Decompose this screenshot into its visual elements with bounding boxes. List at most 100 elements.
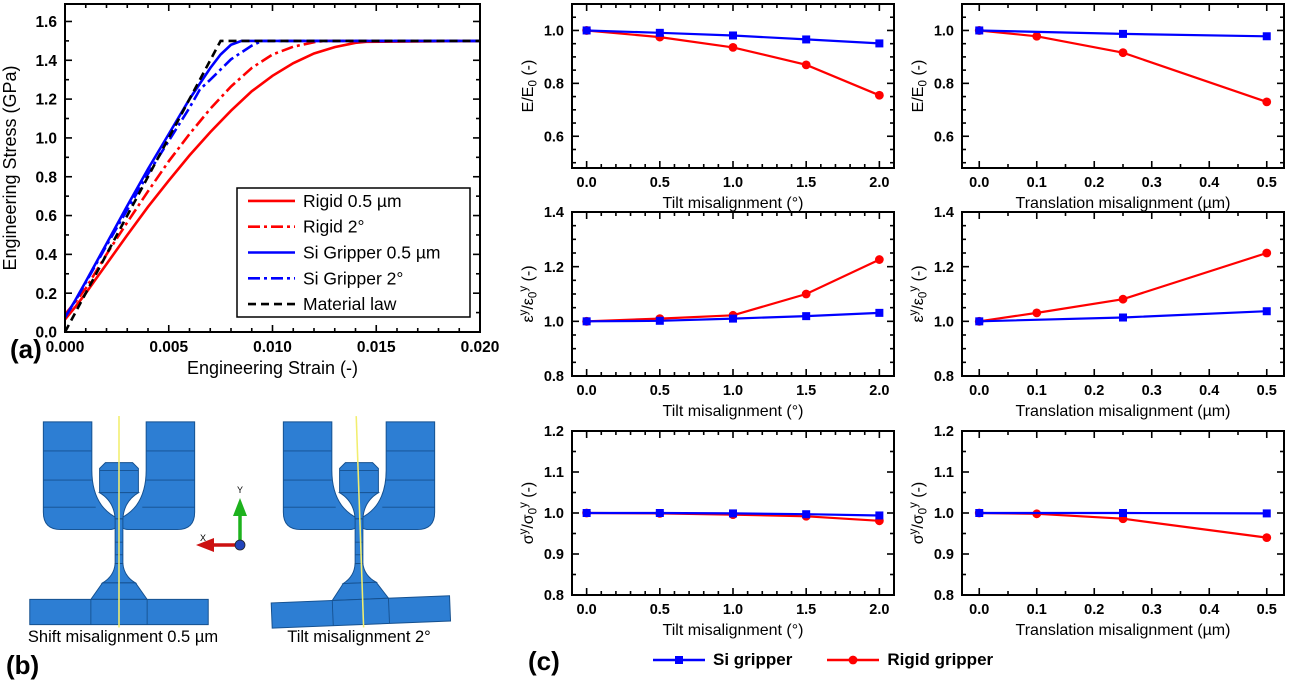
svg-text:2.0: 2.0: [869, 175, 889, 191]
stress-translation-plot: 0.0 0.1 0.2 0.3 0.4 0.5 0.8 0.9 1.0 1.1 1.2 Transla…: [908, 424, 1285, 639]
svg-text:0.9: 0.9: [544, 547, 564, 563]
svg-text:1.1: 1.1: [544, 465, 564, 481]
svg-text:0.3: 0.3: [1142, 602, 1162, 618]
svg-text:0.1: 0.1: [1027, 602, 1047, 618]
legend-label: Si gripper: [713, 650, 793, 669]
svg-text:Engineering Stress (GPa): Engineering Stress (GPa): [0, 65, 20, 270]
svg-text:0.6: 0.6: [934, 129, 954, 145]
svg-text:Tilt misalignment (°): Tilt misalignment (°): [663, 622, 804, 639]
chart-cell-strain-tilt: 0.0 0.5 1.0 1.5 2.0 0.8 1.0 1.2 1.4 Tilt misalign…: [518, 205, 912, 420]
svg-text:0.2: 0.2: [35, 286, 57, 303]
series-si-gripper-2-: [63, 39, 480, 319]
svg-text:σy/σ0y (-): σy/σ0y (-): [518, 482, 540, 545]
e-tilt-plot: 0.0 0.5 1.0 1.5 2.0 0.6 0.8 1.0 Tilt misalignmen…: [520, 3, 895, 212]
svg-text:0.0: 0.0: [969, 175, 989, 191]
svg-text:1.5: 1.5: [796, 602, 816, 618]
svg-text:1.4: 1.4: [544, 205, 564, 221]
series-material-law: [63, 39, 480, 333]
series-rigid-gripper: [979, 29, 1268, 103]
svg-text:1.6: 1.6: [35, 14, 57, 31]
svg-text:0.9: 0.9: [934, 547, 954, 563]
svg-text:0.0: 0.0: [577, 175, 597, 191]
svg-text:0.4: 0.4: [1199, 175, 1219, 191]
panel-a-label: (a): [10, 334, 42, 364]
svg-text:1.4: 1.4: [934, 205, 954, 221]
gripper-legend: Si gripper Rigid gripper: [652, 650, 993, 670]
svg-text:0.4: 0.4: [35, 247, 57, 264]
svg-text:2.0: 2.0: [869, 602, 889, 618]
svg-text:0.0: 0.0: [35, 325, 57, 342]
svg-text:0.0: 0.0: [969, 602, 989, 618]
svg-text:1.0: 1.0: [934, 315, 954, 331]
svg-text:0.4: 0.4: [1199, 602, 1219, 618]
axis-triad-icon: YX: [196, 485, 247, 552]
svg-text:0.8: 0.8: [934, 588, 954, 604]
svg-text:Si Gripper 0.5 µm: Si Gripper 0.5 µm: [303, 243, 441, 263]
svg-text:1.0: 1.0: [544, 506, 564, 522]
specimen-base: [270, 562, 452, 629]
svg-text:0.0: 0.0: [969, 383, 989, 399]
svg-text:1.5: 1.5: [796, 383, 816, 399]
tilt-mesh-caption: Tilt misalignment 2°: [287, 628, 431, 646]
e-translation-plot: 0.0 0.1 0.2 0.3 0.4 0.5 0.6 0.8 1.0 Translation m…: [910, 3, 1285, 212]
svg-text:0.5: 0.5: [650, 175, 670, 191]
svg-text:0.3: 0.3: [1142, 175, 1162, 191]
svg-text:Tilt misalignment (°): Tilt misalignment (°): [663, 195, 804, 212]
svg-text:0.010: 0.010: [253, 339, 292, 356]
svg-text:Rigid 0.5 µm: Rigid 0.5 µm: [303, 191, 402, 211]
svg-text:εy/ε0y (-): εy/ε0y (-): [908, 265, 930, 322]
svg-text:E/E0 (-): E/E0 (-): [520, 60, 540, 113]
svg-text:1.0: 1.0: [934, 506, 954, 522]
svg-text:Translation misalignment (µm): Translation misalignment (µm): [1016, 622, 1231, 639]
svg-text:0.3: 0.3: [1142, 383, 1162, 399]
svg-text:0.005: 0.005: [149, 339, 188, 356]
svg-text:Translation misalignment (µm): Translation misalignment (µm): [1016, 195, 1231, 212]
legend-item-si-gripper: Si gripper: [652, 650, 792, 670]
square-marker-sample: [653, 656, 705, 664]
svg-text:1.2: 1.2: [544, 424, 564, 440]
svg-text:Material law: Material law: [303, 294, 397, 314]
svg-text:Tilt misalignment (°): Tilt misalignment (°): [663, 403, 804, 420]
shift-mesh-caption: Shift misalignment 0.5 µm: [27, 628, 219, 646]
svg-text:0.5: 0.5: [1257, 175, 1277, 191]
svg-text:Rigid 2°: Rigid 2°: [303, 217, 364, 237]
svg-text:0.5: 0.5: [1257, 602, 1277, 618]
svg-text:1.0: 1.0: [544, 24, 564, 40]
legend-item-rigid-gripper: Rigid gripper: [826, 650, 993, 670]
panel-b-label: (b): [6, 650, 40, 680]
svg-text:0.1: 0.1: [1027, 175, 1047, 191]
svg-text:εy/ε0y (-): εy/ε0y (-): [518, 265, 540, 322]
svg-text:0.2: 0.2: [1084, 175, 1104, 191]
svg-text:1.2: 1.2: [544, 260, 564, 276]
svg-text:0.8: 0.8: [544, 588, 564, 604]
svg-text:0.8: 0.8: [934, 369, 954, 385]
svg-text:1.0: 1.0: [723, 383, 743, 399]
svg-text:1.5: 1.5: [796, 175, 816, 191]
svg-text:0.1: 0.1: [1027, 383, 1047, 399]
svg-text:1.1: 1.1: [934, 465, 954, 481]
svg-text:0.020: 0.020: [461, 339, 500, 356]
svg-text:0.8: 0.8: [544, 369, 564, 385]
svg-text:1.0: 1.0: [723, 175, 743, 191]
svg-text:0.0: 0.0: [577, 383, 597, 399]
svg-text:2.0: 2.0: [869, 383, 889, 399]
svg-text:0.000: 0.000: [46, 339, 85, 356]
svg-text:0.8: 0.8: [544, 77, 564, 93]
chart-cell-stress-tilt: 0.0 0.5 1.0 1.5 2.0 0.8 0.9 1.0 1.1 1.2 Tilt misal…: [518, 424, 912, 639]
svg-text:σy/σ0y (-): σy/σ0y (-): [908, 482, 930, 545]
y-axis-letter: Y: [237, 485, 243, 495]
svg-text:0.5: 0.5: [650, 383, 670, 399]
svg-text:0.6: 0.6: [35, 208, 57, 225]
circle-marker-sample: [827, 655, 880, 665]
svg-text:1.2: 1.2: [934, 260, 954, 276]
svg-text:1.4: 1.4: [35, 53, 57, 70]
svg-text:0.0: 0.0: [577, 602, 597, 618]
tilt-mesh: [270, 416, 452, 629]
series-rigid-gripper: [979, 251, 1268, 323]
svg-text:0.6: 0.6: [544, 129, 564, 145]
fem-mesh-svg: YX: [29, 416, 452, 629]
stress-strain-plot: 0.000 0.005 0.010 0.015 0.020 0.0 0.2 0.4 0.6 0.8…: [0, 3, 500, 378]
svg-text:1.0: 1.0: [723, 602, 743, 618]
svg-text:0.015: 0.015: [357, 339, 396, 356]
